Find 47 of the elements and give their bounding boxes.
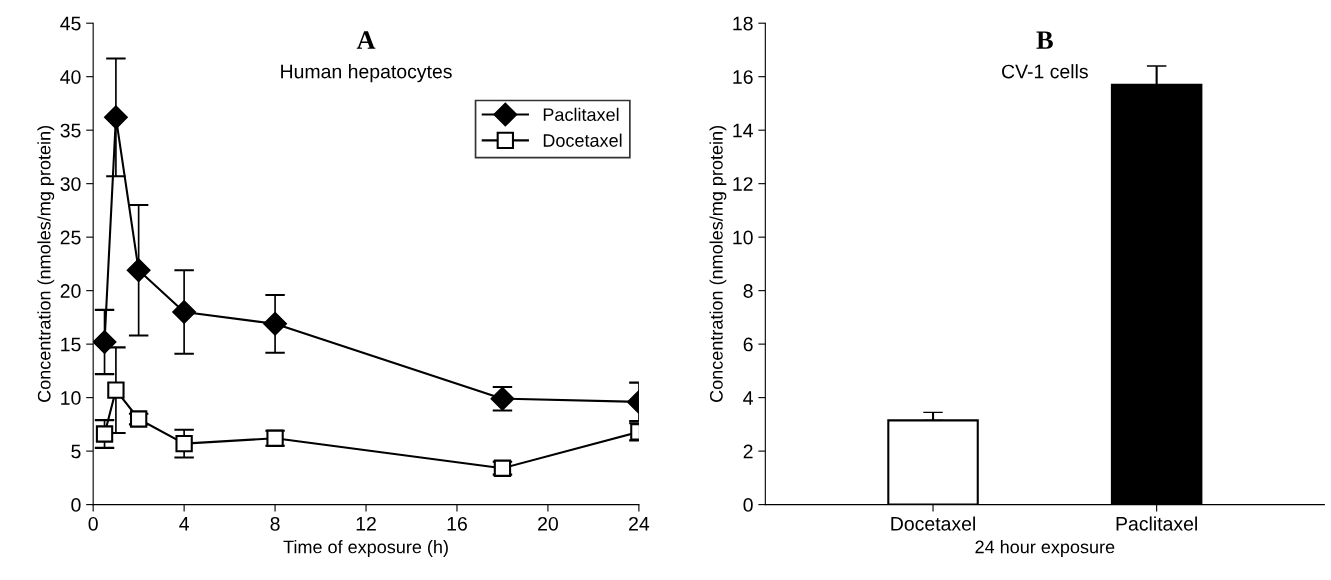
y-tick-label: 6 [743,337,753,352]
y-tick-label: 40 [60,70,81,84]
y-tick-label: 10 [61,391,81,405]
y-tick-label: 2 [743,444,753,459]
y-tick-label: 5 [71,444,81,459]
point [172,300,196,324]
y-tick-label: 8 [743,284,753,298]
y-tick-label: 45 [60,16,81,31]
x-tick-label: Docetaxel [891,516,975,531]
x-tick-label: 0 [88,516,98,531]
x-tick-label: 20 [538,516,558,531]
x-tick-label: 24 [629,516,650,531]
text: CV-1 cells [1002,64,1088,79]
chart-title: B [1036,31,1053,49]
y-axis-title: Concentration (nmoles/mg protein) [709,126,727,402]
x-axis-title: 24 hour exposure [975,540,1115,557]
x-tick-label: 12 [356,516,376,531]
point [104,105,128,130]
x-tick-label: 4 [179,517,189,531]
point [175,434,193,453]
legend-label: Docetaxel [543,133,622,147]
x-tick-label: 8 [270,516,280,531]
point [107,381,125,399]
y-axis-title: Concentration (nmoles/mg protein) [37,126,55,402]
y-tick-label: 0 [71,498,81,512]
point [126,258,151,283]
y-tick-label: 25 [60,230,81,245]
y-tick-label: 12 [733,177,753,191]
chart-title: A [356,31,376,49]
x-tick-label: 16 [447,516,467,531]
y-tick-label: 20 [60,284,81,298]
y-tick-label: 4 [743,391,753,405]
point [263,311,287,336]
x-tick-label: Paclitaxel [1116,516,1197,531]
y-tick-label: 14 [733,123,753,138]
y-tick-label: 35 [60,123,81,138]
point [95,425,114,443]
legend-label: Paclitaxel [543,107,619,122]
text: Human hepatocytes [281,64,452,83]
y-tick-label: 16 [733,70,753,84]
x-axis-title: Time of exposure (h) [283,540,448,557]
y-tick-label: 18 [733,16,753,31]
y-tick-label: 30 [60,177,81,191]
y-tick-label: 10 [733,230,753,245]
y-tick-label: 0 [743,498,753,512]
y-tick-label: 15 [61,337,81,352]
point [93,330,117,354]
